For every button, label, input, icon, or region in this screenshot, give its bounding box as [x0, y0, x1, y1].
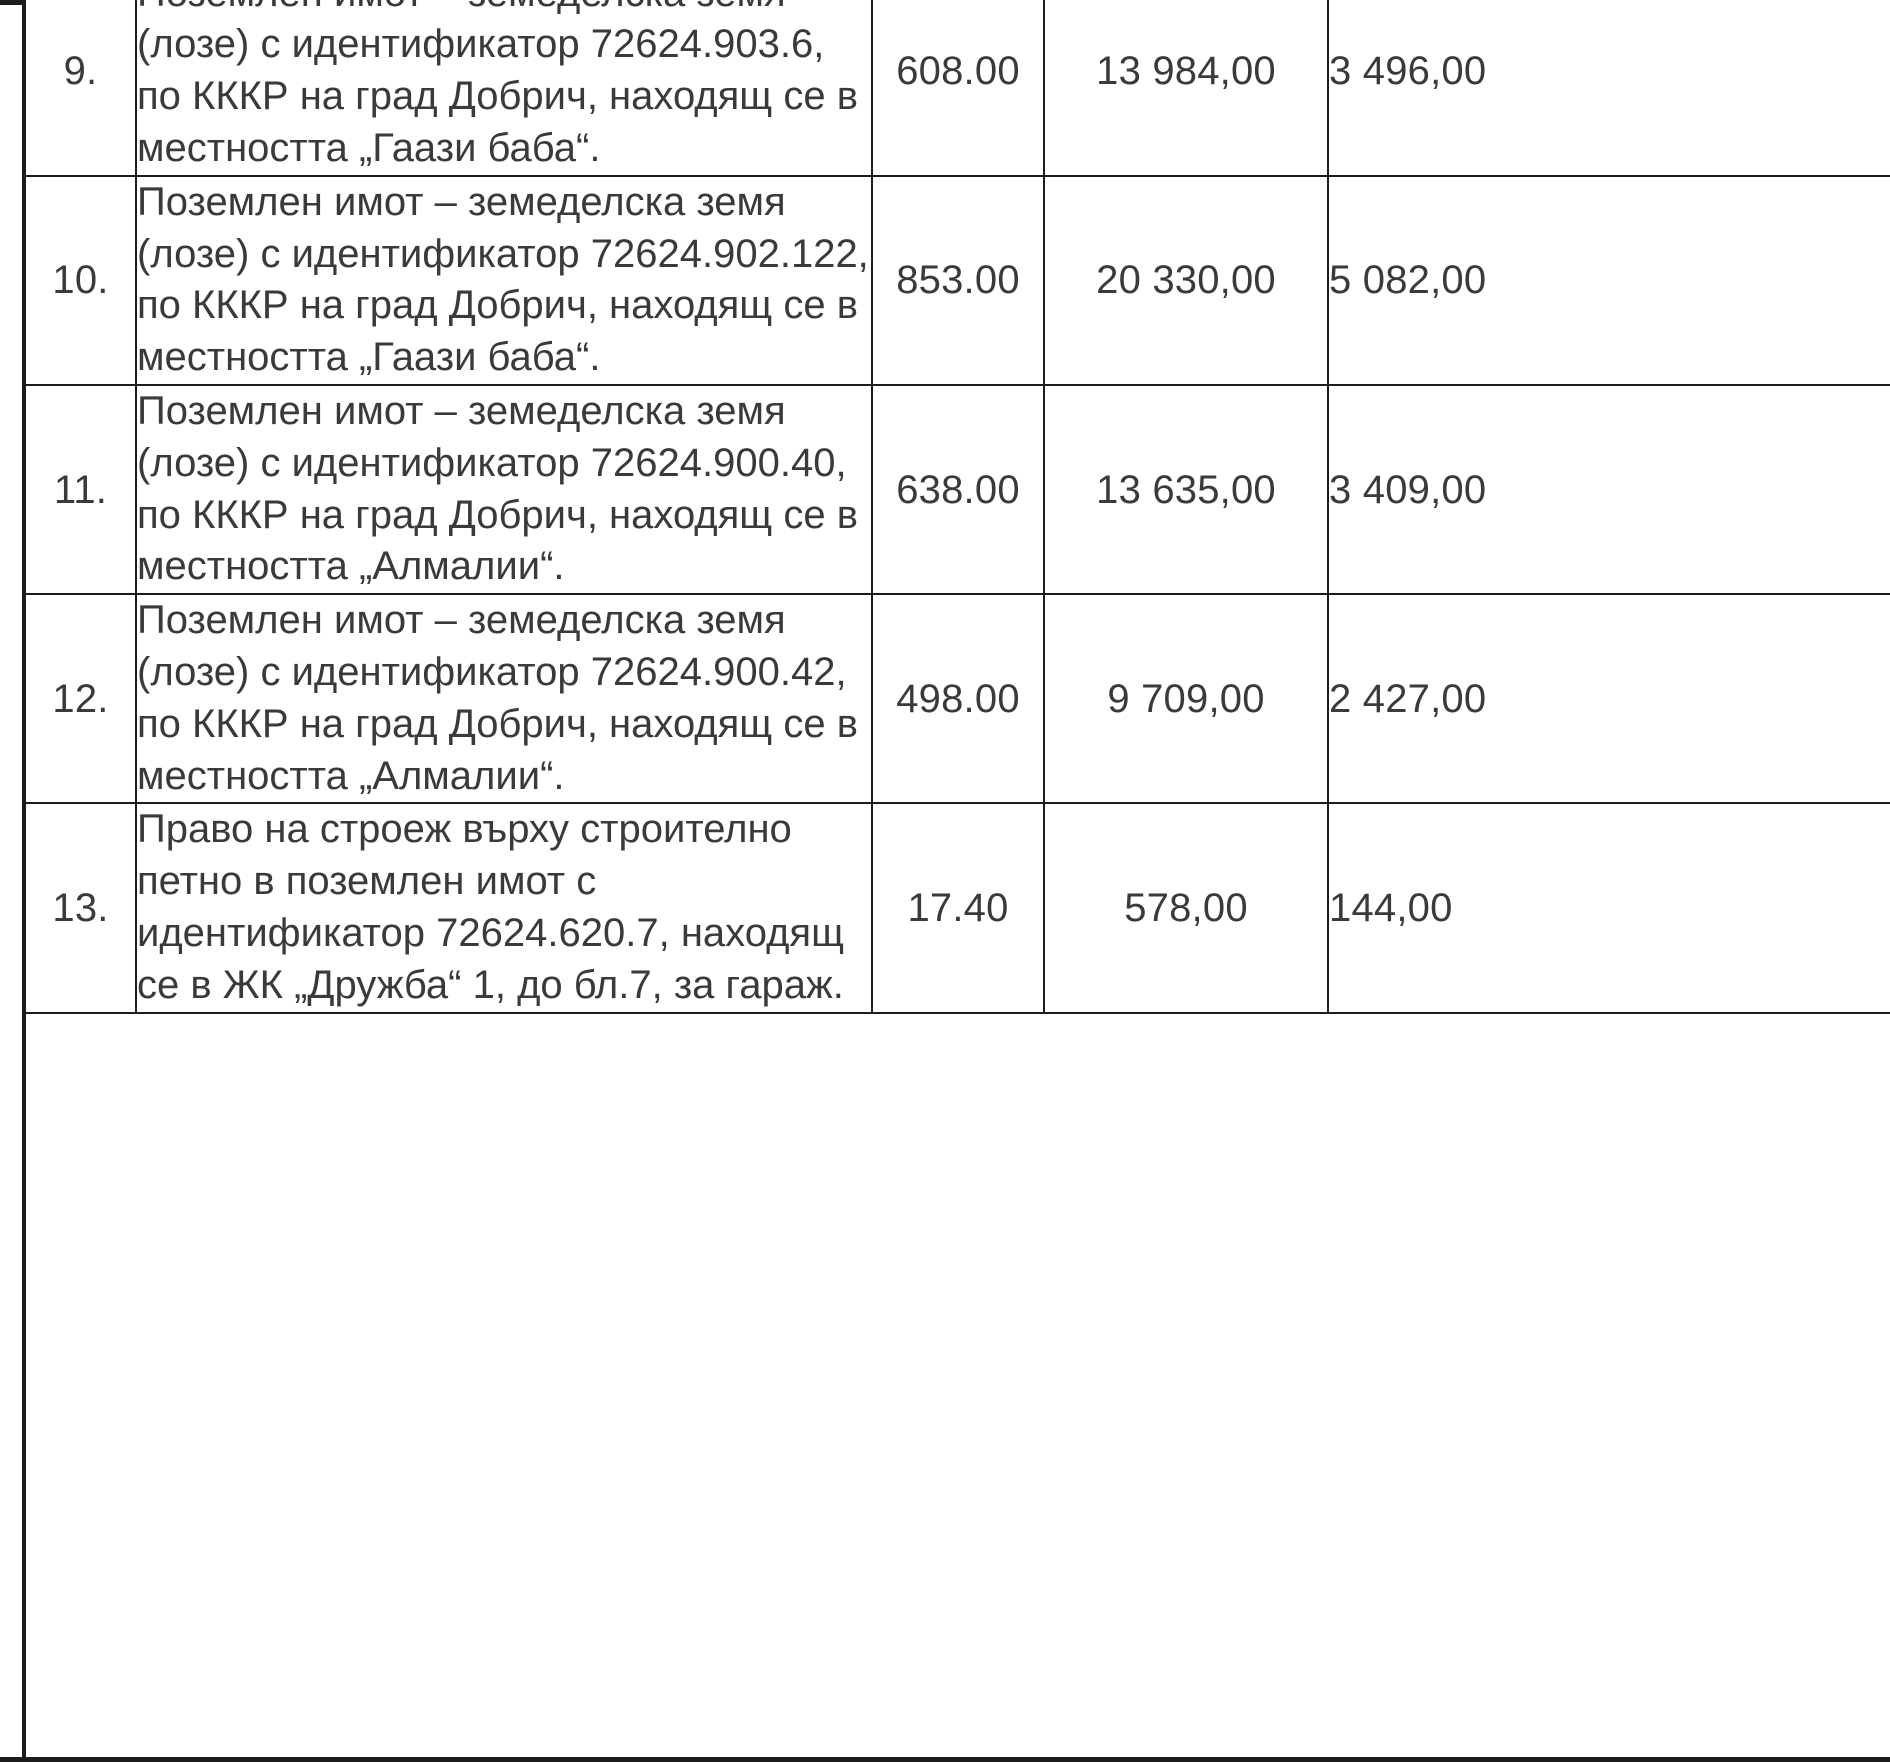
- row-description-cell: Право на строеж върху строително петно в…: [135, 802, 873, 1014]
- row-value1-cell: 20 330,00: [1043, 174, 1329, 386]
- row-value2-cell: 5 082,00: [1327, 174, 1890, 386]
- table-row: 10. Поземлен имот – земеделска земя (лоз…: [24, 174, 1890, 386]
- table-body: Добрич, находящ се в местността „Гаази б…: [24, 0, 1890, 1014]
- row-number-cell: 13.: [24, 802, 137, 1014]
- table-row: 9. Поземлен имот – земеделска земя (лозе…: [24, 0, 1890, 177]
- row-description-cell: Поземлен имот – земеделска земя (лозе) с…: [135, 383, 873, 596]
- table-bottom-border: [0, 1757, 1890, 1762]
- row-area-cell: 608.00: [871, 0, 1045, 177]
- row-area-cell: 17.40: [871, 802, 1045, 1014]
- row-number-cell: 9.: [24, 0, 137, 177]
- row-value2-cell: 2 427,00: [1327, 593, 1890, 805]
- table-row: 12. Поземлен имот – земеделска земя (лоз…: [24, 593, 1890, 805]
- row-value2-cell: 3 496,00: [1327, 0, 1890, 177]
- row-number-cell: 11.: [24, 383, 137, 596]
- table-left-border: [22, 0, 26, 1762]
- row-description-cell: Поземлен имот – земеделска земя (лозе) с…: [135, 593, 873, 805]
- table-row: 13. Право на строеж върху строително пет…: [24, 802, 1890, 1014]
- row-number-cell: 12.: [24, 593, 137, 805]
- row-area-cell: 853.00: [871, 174, 1045, 386]
- table-row: 11. Поземлен имот – земеделска земя (лоз…: [24, 383, 1890, 596]
- row-value1-cell: 13 984,00: [1043, 0, 1329, 177]
- row-value1-cell: 13 635,00: [1043, 383, 1329, 596]
- row-value1-cell: 9 709,00: [1043, 593, 1329, 805]
- row-value2-cell: 144,00: [1327, 802, 1890, 1014]
- row-value2-cell: 3 409,00: [1327, 383, 1890, 596]
- row-description-cell: Поземлен имот – земеделска земя (лозе) с…: [135, 0, 873, 177]
- row-value1-cell: 578,00: [1043, 802, 1329, 1014]
- row-area-cell: 638.00: [871, 383, 1045, 596]
- row-area-cell: 498.00: [871, 593, 1045, 805]
- asset-inventory-table: Добрич, находящ се в местността „Гаази б…: [24, 0, 1890, 1014]
- row-description-cell: Поземлен имот – земеделска земя (лозе) с…: [135, 174, 873, 386]
- row-number-cell: 10.: [24, 174, 137, 386]
